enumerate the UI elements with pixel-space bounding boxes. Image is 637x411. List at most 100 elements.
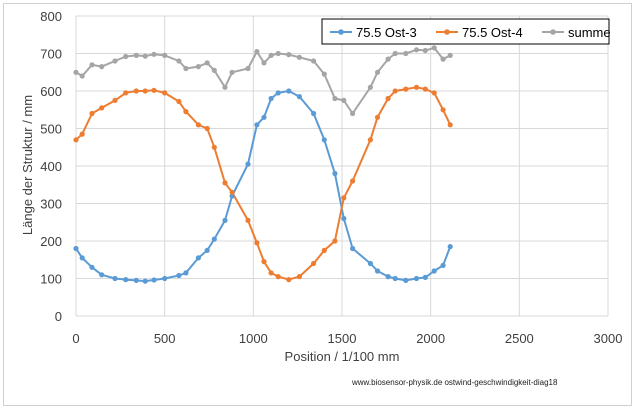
data-point-s2 (142, 88, 148, 94)
data-point-s2 (367, 137, 373, 143)
data-point-s3 (245, 65, 251, 72)
data-point-s1 (79, 255, 85, 261)
data-point-s2 (431, 90, 437, 96)
data-point-s3 (176, 58, 182, 64)
data-point-s1 (296, 94, 302, 100)
y-axis-ticks: 0 100 200 300 400 500 600 700 800 (40, 9, 62, 324)
legend-label-3: summe (568, 25, 611, 40)
y-tick-label: 200 (40, 234, 62, 249)
x-axis-ticks: 0 500 1000 1500 2000 2500 3000 (72, 331, 622, 346)
data-point-s2 (73, 137, 79, 143)
data-point-s2 (350, 178, 356, 184)
y-tick-label: 600 (40, 84, 62, 99)
data-point-s2 (392, 88, 398, 94)
data-point-s1 (447, 244, 453, 250)
data-point-s3 (374, 69, 381, 75)
data-point-s2 (222, 180, 228, 186)
data-point-s2 (112, 97, 118, 103)
data-point-s1 (133, 277, 139, 283)
data-point-s1 (89, 264, 95, 270)
y-tick-label: 800 (40, 9, 62, 24)
data-point-s2 (183, 109, 189, 115)
data-point-s1 (112, 275, 118, 282)
data-point-s3 (261, 60, 267, 66)
data-point-s2 (440, 107, 446, 113)
x-tick-label: 500 (154, 331, 176, 346)
data-point-s2 (403, 86, 409, 92)
data-point-s3 (112, 58, 118, 64)
data-point-s3 (183, 65, 189, 72)
x-tick-label: 0 (72, 331, 79, 346)
data-point-s3 (431, 45, 437, 51)
data-point-s3 (332, 95, 338, 102)
data-point-s1 (268, 95, 274, 102)
data-point-s2 (341, 195, 347, 201)
data-point-s3 (133, 52, 139, 59)
series-line-3 (75, 46, 451, 115)
data-point-s3 (350, 110, 356, 117)
data-point-s1 (311, 110, 317, 117)
data-point-s2 (385, 95, 391, 102)
data-point-s2 (245, 217, 251, 223)
y-tick-label: 100 (40, 272, 62, 287)
data-point-s2 (321, 247, 327, 253)
data-point-s1 (367, 260, 373, 267)
data-point-s3 (447, 52, 453, 59)
data-point-s2 (311, 260, 317, 267)
data-point-s2 (162, 90, 168, 96)
data-point-s1 (183, 270, 189, 276)
legend-label-1: 75.5 Ost-3 (356, 25, 417, 40)
data-point-s3 (392, 50, 398, 57)
data-point-s1 (332, 170, 338, 177)
legend-marker-1 (338, 29, 344, 35)
data-point-s1 (403, 277, 409, 283)
legend-marker-2 (444, 29, 450, 35)
data-point-s1 (341, 215, 347, 222)
data-point-s1 (350, 245, 356, 252)
data-point-s2 (204, 125, 210, 132)
data-point-s3 (268, 52, 274, 59)
data-point-s3 (151, 51, 157, 57)
data-point-s3 (311, 58, 317, 64)
x-axis-title: Position / 1/100 mm (285, 349, 400, 364)
data-point-s1 (286, 88, 292, 94)
data-point-s3 (341, 97, 347, 103)
x-tick-label: 1500 (328, 331, 357, 346)
data-point-s2 (332, 238, 338, 244)
data-point-s3 (162, 52, 168, 59)
data-point-s2 (123, 90, 129, 96)
data-point-s3 (321, 71, 327, 77)
chart-frame (3, 3, 632, 406)
data-point-s1 (222, 217, 228, 223)
data-point-s1 (195, 255, 201, 261)
data-point-s3 (211, 67, 217, 73)
data-point-s1 (321, 137, 327, 143)
data-point-s3 (440, 56, 446, 62)
data-point-s2 (254, 240, 260, 246)
data-point-s2 (89, 110, 95, 117)
data-point-s3 (254, 49, 260, 55)
data-point-s1 (162, 275, 168, 282)
data-point-s2 (268, 270, 274, 276)
data-point-s2 (286, 277, 292, 283)
data-point-s1 (385, 274, 391, 280)
data-point-s3 (142, 53, 148, 59)
data-point-s2 (151, 87, 157, 93)
data-point-s3 (89, 62, 95, 68)
data-point-s1 (73, 245, 79, 252)
y-tick-label: 300 (40, 197, 62, 212)
data-point-s1 (275, 90, 281, 96)
data-point-s3 (123, 53, 129, 60)
data-point-s3 (413, 47, 420, 53)
data-point-s1 (123, 277, 129, 283)
data-point-s2 (261, 259, 267, 265)
data-point-s3 (296, 54, 302, 60)
data-point-s1 (374, 268, 381, 274)
data-point-s2 (79, 131, 85, 137)
data-point-s2 (422, 86, 428, 92)
series-lines (75, 46, 452, 283)
data-point-s3 (229, 69, 235, 75)
data-point-s2 (133, 88, 139, 94)
data-point-s3 (222, 84, 228, 90)
